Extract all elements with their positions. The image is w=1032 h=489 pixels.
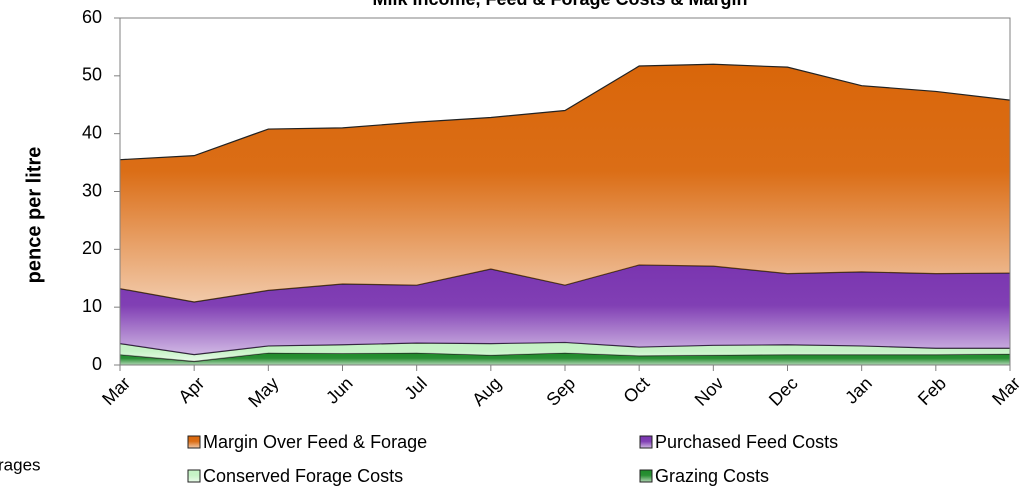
- y-tick-label: 30: [82, 180, 102, 200]
- legend-swatch: [187, 435, 201, 449]
- y-axis-label: pence per litre: [23, 147, 45, 284]
- x-tick-label: Mar: [98, 373, 134, 409]
- area: [120, 264, 1010, 355]
- area: [120, 64, 1010, 302]
- x-tick-label: Jan: [841, 373, 876, 408]
- y-tick-label: 10: [82, 296, 102, 316]
- annotation: rages: [0, 455, 41, 474]
- y-tick-label: 50: [82, 65, 102, 85]
- legend-swatch: [639, 435, 653, 449]
- legend-swatch: [639, 469, 653, 483]
- legend-label: Conserved Forage Costs: [203, 466, 403, 486]
- x-tick-label: Jul: [400, 373, 430, 403]
- y-tick-label: 20: [82, 238, 102, 258]
- chart-title: Milk Income, Feed & Forage Costs & Margi…: [372, 0, 747, 9]
- x-tick-label: Dec: [765, 373, 802, 410]
- legend-label: Purchased Feed Costs: [655, 432, 838, 452]
- x-tick-label: Oct: [619, 373, 653, 407]
- y-tick-label: 40: [82, 122, 102, 142]
- y-tick-label: 0: [92, 354, 102, 374]
- legend-label: Grazing Costs: [655, 466, 769, 486]
- area: [120, 342, 1010, 362]
- x-tick-label: Apr: [174, 373, 208, 407]
- area: [120, 352, 1010, 365]
- area-edge: [119, 63, 1011, 161]
- x-tick-label: Mar: [988, 373, 1024, 409]
- y-tick-label: 60: [82, 7, 102, 27]
- x-tick-label: Aug: [468, 373, 505, 410]
- x-tick-label: Feb: [914, 373, 950, 409]
- x-tick-label: Nov: [691, 373, 728, 410]
- x-tick-label: May: [244, 373, 282, 411]
- legend-swatch: [187, 469, 201, 483]
- legend-label: Margin Over Feed & Forage: [203, 432, 427, 452]
- x-tick-label: Jun: [322, 373, 357, 408]
- x-tick-label: Sep: [542, 373, 579, 410]
